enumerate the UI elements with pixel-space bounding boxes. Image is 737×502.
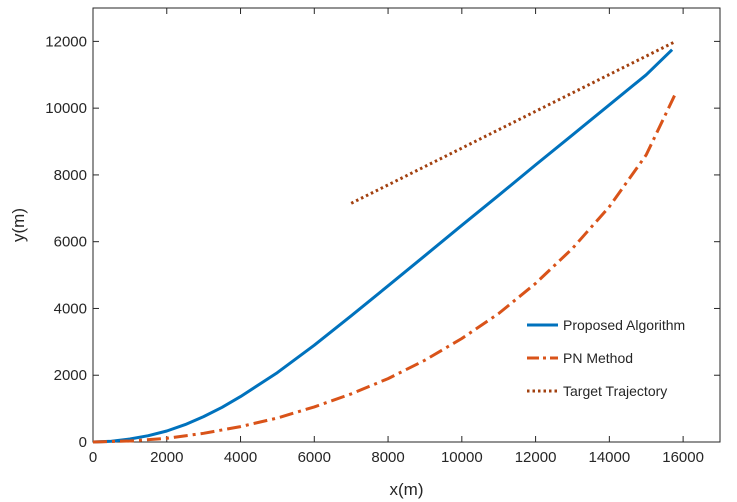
- x-axis-label: x(m): [390, 480, 424, 499]
- tick-labels: 0 2000 4000 6000 8000 10000 12000 14000 16000 0 20…: [45, 33, 704, 466]
- x-tick-label: 2000: [150, 449, 183, 466]
- legend-label: Target Trajectory: [563, 383, 667, 399]
- y-tick-label: 6000: [54, 234, 87, 251]
- legend-entry: Proposed Algorithm: [527, 317, 685, 333]
- x-tick-label: 0: [89, 449, 97, 466]
- legend-label: Proposed Algorithm: [563, 317, 685, 333]
- series-line: [92, 48, 674, 444]
- x-tick-label: 6000: [298, 449, 331, 466]
- legend-entry: PN Method: [527, 350, 633, 366]
- y-tick-label: 2000: [54, 367, 87, 384]
- y-tick-label: 0: [79, 434, 87, 451]
- x-tick-label: 16000: [662, 449, 704, 466]
- legend: Proposed Algorithm PN Method Target Traj…: [527, 317, 685, 399]
- y-tick-label: 8000: [54, 167, 87, 184]
- legend-entry: Target Trajectory: [527, 383, 667, 399]
- plot-frame: [92, 7, 721, 443]
- y-tick-label: 4000: [54, 300, 87, 317]
- series-line: [350, 40, 677, 205]
- x-tick-label: 14000: [588, 449, 630, 466]
- legend-label: PN Method: [563, 350, 633, 366]
- x-tick-label: 10000: [441, 449, 483, 466]
- x-tick-label: 4000: [224, 449, 257, 466]
- x-tick-label: 12000: [515, 449, 557, 466]
- x-tick-label: 8000: [371, 449, 404, 466]
- series-line: [92, 92, 678, 444]
- y-tick-label: 10000: [45, 100, 87, 117]
- series-group: [92, 40, 678, 444]
- y-tick-label: 12000: [45, 33, 87, 50]
- axes: [92, 7, 721, 443]
- y-axis-label: y(m): [9, 208, 28, 242]
